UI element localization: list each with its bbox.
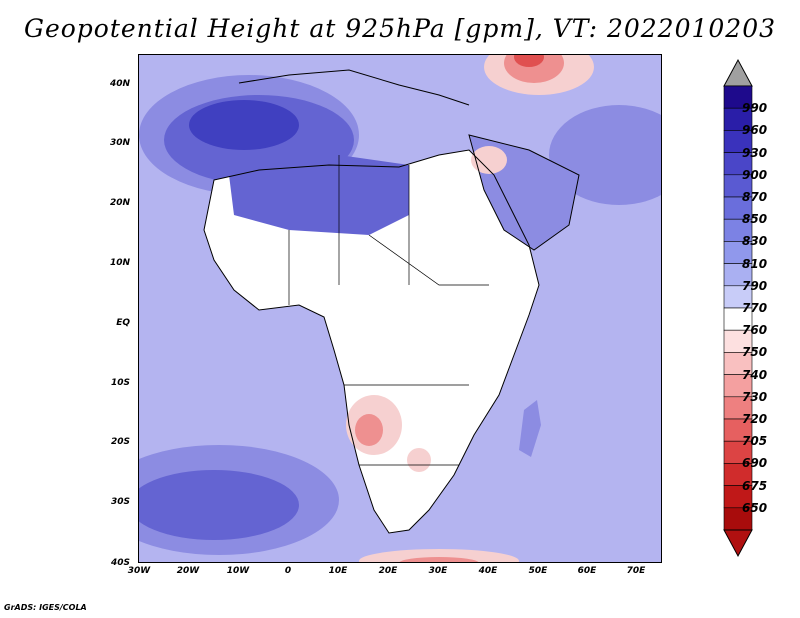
lat-label: 40N (109, 79, 130, 89)
south-low-light (359, 549, 519, 562)
lon-label: 30E (428, 566, 448, 576)
colorbar-label: 705 (742, 434, 768, 449)
sahara-high (229, 155, 409, 235)
colorbar-label: 790 (742, 278, 768, 293)
colorbar-label: 690 (742, 456, 768, 471)
lon-label: 10W (226, 566, 250, 576)
lat-label: EQ (116, 318, 130, 328)
lon-label: 30W (127, 566, 151, 576)
madagascar (519, 400, 541, 457)
colorbar-label: 960 (742, 123, 768, 138)
south-low (399, 557, 479, 562)
map-title: Geopotential Height at 925hPa [gpm], VT:… (23, 14, 777, 43)
colorbar-label: 810 (742, 256, 768, 271)
map-canvas (139, 55, 661, 562)
lon-label: 70E (626, 566, 646, 576)
colorbar-label: 730 (742, 389, 768, 404)
high-core-south (139, 470, 299, 540)
colorbar-label: 830 (742, 234, 768, 249)
colorbar-label: 675 (742, 478, 768, 493)
colorbar-over-triangle (723, 58, 753, 87)
colorbar-label: 870 (742, 190, 768, 204)
country-borders (288, 155, 489, 466)
lon-label: 20W (176, 566, 200, 576)
colorbar-under-triangle (723, 529, 753, 558)
africa-coastline (203, 149, 540, 534)
lon-label: 40E (478, 566, 498, 576)
credit-text: GrADS: IGES/COLA (4, 603, 87, 612)
high-max-north (189, 100, 299, 150)
colorbar-label: 850 (742, 212, 768, 227)
lat-label: 40S (110, 558, 130, 568)
colorbar-label: 990 (742, 101, 768, 116)
colorbar-label: 720 (742, 412, 768, 426)
colorbar-label: 900 (742, 167, 768, 182)
colorbar-label: 930 (742, 145, 768, 160)
arabia-coastline (468, 134, 580, 251)
kalahari-low (355, 414, 383, 446)
colorbar-label: 770 (742, 301, 768, 315)
africa-land-field (204, 150, 539, 533)
lat-label: 30S (110, 497, 130, 507)
colorbar-label: 650 (742, 500, 768, 515)
lon-label: 20E (378, 566, 398, 576)
map-panel (138, 54, 662, 563)
highveld-low (407, 448, 431, 472)
colorbar (723, 58, 753, 558)
lat-label: 10N (109, 258, 130, 268)
lat-label: 20N (109, 198, 130, 208)
lat-label: 20S (110, 437, 130, 447)
lon-label: 10E (328, 566, 348, 576)
med-low-core (514, 55, 544, 67)
lon-label: 60E (577, 566, 597, 576)
colorbar-label: 760 (742, 323, 768, 338)
europe-coastline (238, 69, 470, 106)
lat-label: 10S (110, 378, 130, 388)
colorbar-label: 750 (742, 345, 768, 360)
lon-label: 0 (284, 566, 292, 576)
arabia-low (471, 146, 507, 174)
lat-label: 30N (109, 138, 130, 148)
lon-label: 50E (528, 566, 548, 576)
colorbar-label: 740 (742, 367, 768, 382)
